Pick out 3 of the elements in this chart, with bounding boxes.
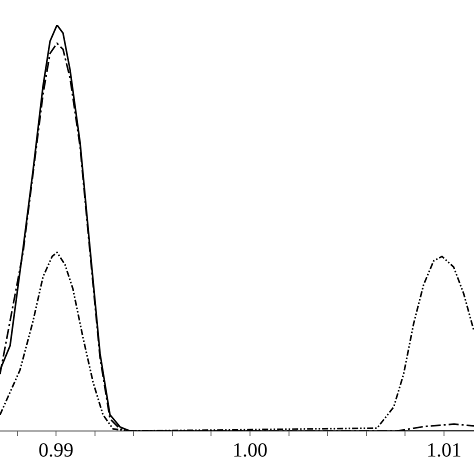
x-tick-label: 1.01 [426,439,462,462]
x-tick-label: 1.00 [232,439,268,462]
x-tick-label: 0.99 [38,439,74,462]
